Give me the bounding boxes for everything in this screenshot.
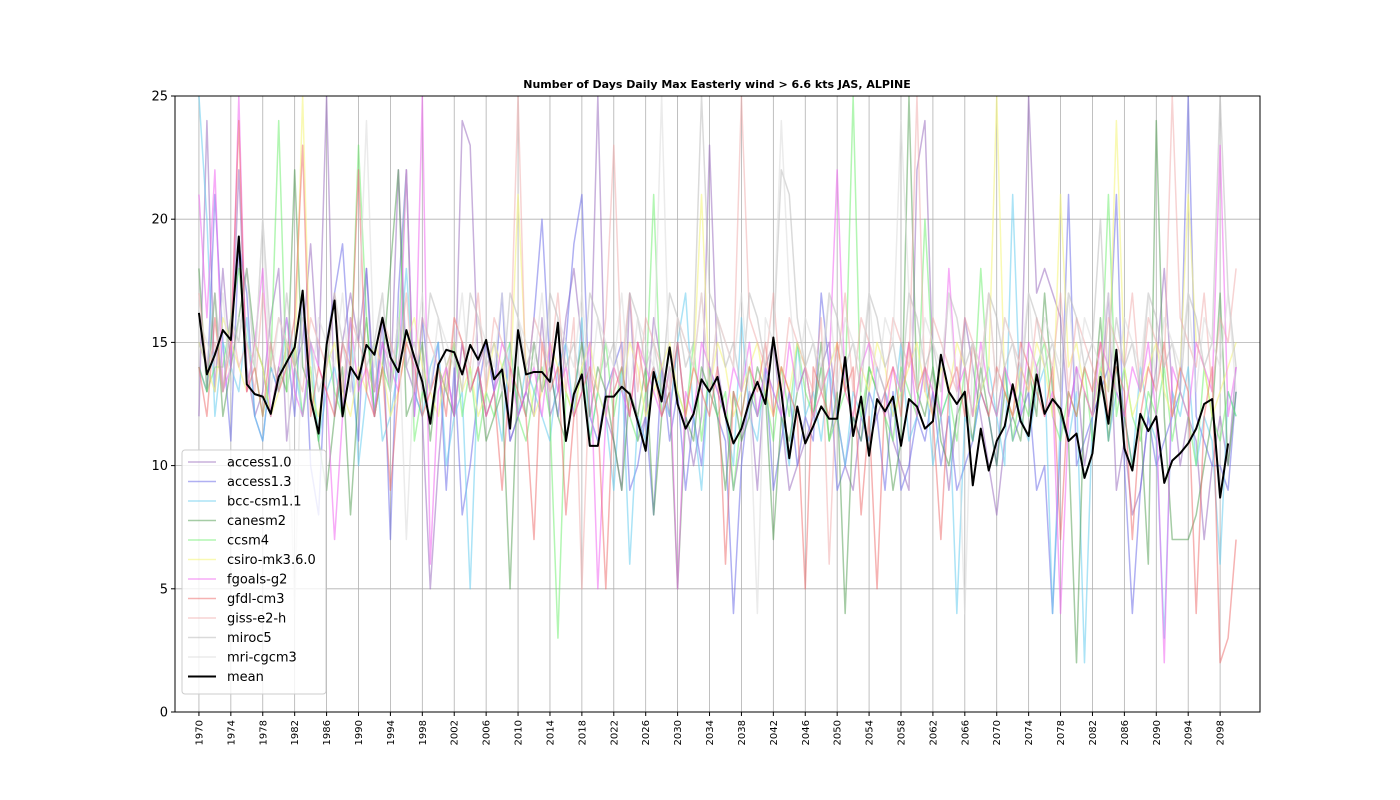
x-tick-label: 2034 [705, 720, 716, 745]
x-tick-label: 2006 [482, 720, 493, 745]
legend-label: mri-cgcm3 [227, 651, 297, 666]
x-tick-label: 1982 [290, 720, 301, 745]
x-tick-label: 1970 [194, 720, 205, 745]
series-line-gfdl-cm3 [198, 119, 1237, 664]
legend-label: access1.0 [227, 456, 291, 471]
y-axis: 0 5 10 15 20 25 [151, 90, 175, 721]
x-tick-label: 2058 [896, 720, 907, 745]
legend-label: giss-e2-h [227, 612, 286, 627]
legend-label: miroc5 [227, 631, 272, 646]
x-tick-label: 1990 [354, 720, 365, 745]
y-tick-label: 25 [151, 90, 168, 105]
x-tick-label: 2026 [641, 720, 652, 745]
legend-label: gfdl-cm3 [227, 592, 284, 607]
x-tick-label: 2078 [1056, 720, 1067, 745]
x-tick-label: 2050 [833, 720, 844, 745]
x-tick-label: 2018 [577, 720, 588, 745]
series-lines [197, 96, 1237, 664]
legend: access1.0 access1.3 bcc-csm1.1 canesm2 ccsm4… [181, 449, 327, 695]
x-tick-label: 2046 [801, 720, 812, 745]
x-tick-label: 1986 [322, 720, 333, 745]
legend-label: ccsm4 [227, 534, 269, 549]
series-line-csiro-mk3.6.0 [198, 96, 1237, 418]
x-tick-label: 1974 [226, 720, 237, 745]
x-tick-label: 1994 [386, 720, 397, 745]
legend-label: access1.3 [227, 475, 291, 490]
legend-box [181, 449, 327, 695]
x-tick-label: 2014 [545, 720, 556, 745]
legend-label: mean [227, 670, 264, 685]
x-tick-label: 2054 [865, 720, 876, 745]
x-axis: 1970 1974 1978 1982 1986 1990 1994 1998 2002 2006… [194, 712, 1227, 745]
x-tick-label: 2062 [928, 720, 939, 745]
x-tick-label: 2098 [1216, 720, 1227, 745]
plot-frame [174, 95, 1261, 713]
x-tick-label: 2074 [1024, 720, 1035, 745]
x-tick-label: 2010 [514, 720, 525, 745]
legend-label: bcc-csm1.1 [227, 495, 302, 510]
x-tick-label: 2002 [450, 720, 461, 745]
series-line-fgoals-g2 [198, 96, 1237, 664]
y-tick-label: 0 [160, 706, 168, 721]
x-tick-label: 2030 [673, 720, 684, 745]
x-tick-label: 2070 [992, 720, 1003, 745]
y-tick-label: 5 [160, 582, 168, 597]
y-tick-label: 20 [151, 213, 168, 228]
x-tick-label: 2022 [609, 720, 620, 745]
x-tick-label: 2042 [769, 720, 780, 745]
x-tick-label: 2082 [1088, 720, 1099, 745]
legend-label: csiro-mk3.6.0 [227, 553, 316, 568]
x-tick-label: 2038 [737, 720, 748, 745]
legend-label: canesm2 [227, 514, 286, 529]
series-line-mri-cgcm3 [198, 96, 1237, 615]
x-tick-label: 2094 [1184, 720, 1195, 745]
series-line-mean [197, 235, 1230, 499]
y-tick-label: 15 [151, 336, 168, 351]
legend-label: fgoals-g2 [227, 573, 287, 588]
x-tick-label: 1998 [418, 720, 429, 745]
x-tick-label: 2066 [960, 720, 971, 745]
chart-title: Number of Days Daily Max Easterly wind >… [523, 78, 911, 91]
y-tick-label: 10 [151, 459, 168, 474]
x-tick-label: 2086 [1120, 720, 1131, 745]
x-tick-label: 1978 [258, 720, 269, 745]
x-tick-label: 2090 [1152, 720, 1163, 745]
